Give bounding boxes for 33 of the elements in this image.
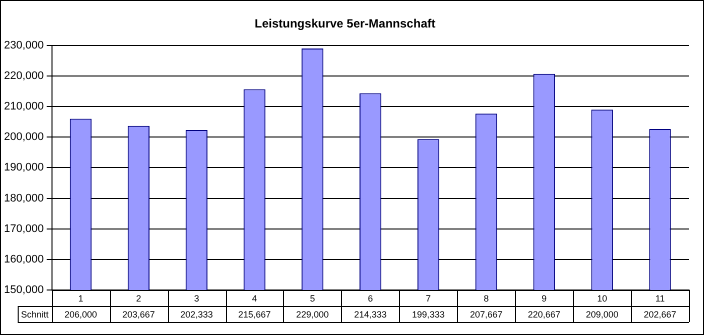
data-label: 220,667	[528, 309, 560, 320]
x-tick-label: 9	[542, 293, 547, 304]
x-tick-label: 1	[78, 293, 84, 304]
data-label: 202,667	[644, 309, 676, 320]
data-label: 229,000	[296, 309, 329, 320]
x-tick-label: 6	[368, 293, 373, 304]
y-tick-label: 210,000	[4, 100, 44, 113]
data-label: 206,000	[64, 309, 97, 320]
x-tick-label: 5	[310, 293, 315, 304]
data-label: 215,667	[238, 309, 271, 320]
data-label: 207,667	[470, 309, 503, 320]
y-tick-label: 180,000	[4, 192, 44, 204]
y-tick-label: 200,000	[4, 131, 44, 144]
data-label: 202,333	[180, 309, 213, 320]
data-label: 214,333	[354, 309, 387, 320]
x-tick-label: 2	[136, 293, 142, 304]
y-tick-label: 220,000	[4, 70, 44, 82]
data-label: 209,000	[586, 309, 618, 320]
text: Schnitt	[21, 309, 50, 320]
y-tick-label: 230,000	[4, 39, 44, 52]
y-tick-label: 160,000	[4, 253, 44, 266]
x-tick-label: 4	[252, 293, 258, 304]
x-tick-label: 8	[484, 293, 489, 304]
x-tick-label: 10	[597, 293, 608, 304]
y-tick-label: 170,000	[4, 222, 44, 235]
y-tick-label: 190,000	[4, 162, 44, 174]
x-tick-label: 11	[655, 293, 665, 304]
x-tick-label: 7	[426, 293, 431, 304]
y-tick-label: 150,000	[4, 284, 44, 296]
data-label: 199,333	[412, 309, 445, 320]
x-tick-label: 3	[194, 293, 200, 304]
data-label: 203,667	[122, 309, 155, 320]
chart-title: Leistungskurve 5er-Mannschaft	[254, 16, 436, 31]
